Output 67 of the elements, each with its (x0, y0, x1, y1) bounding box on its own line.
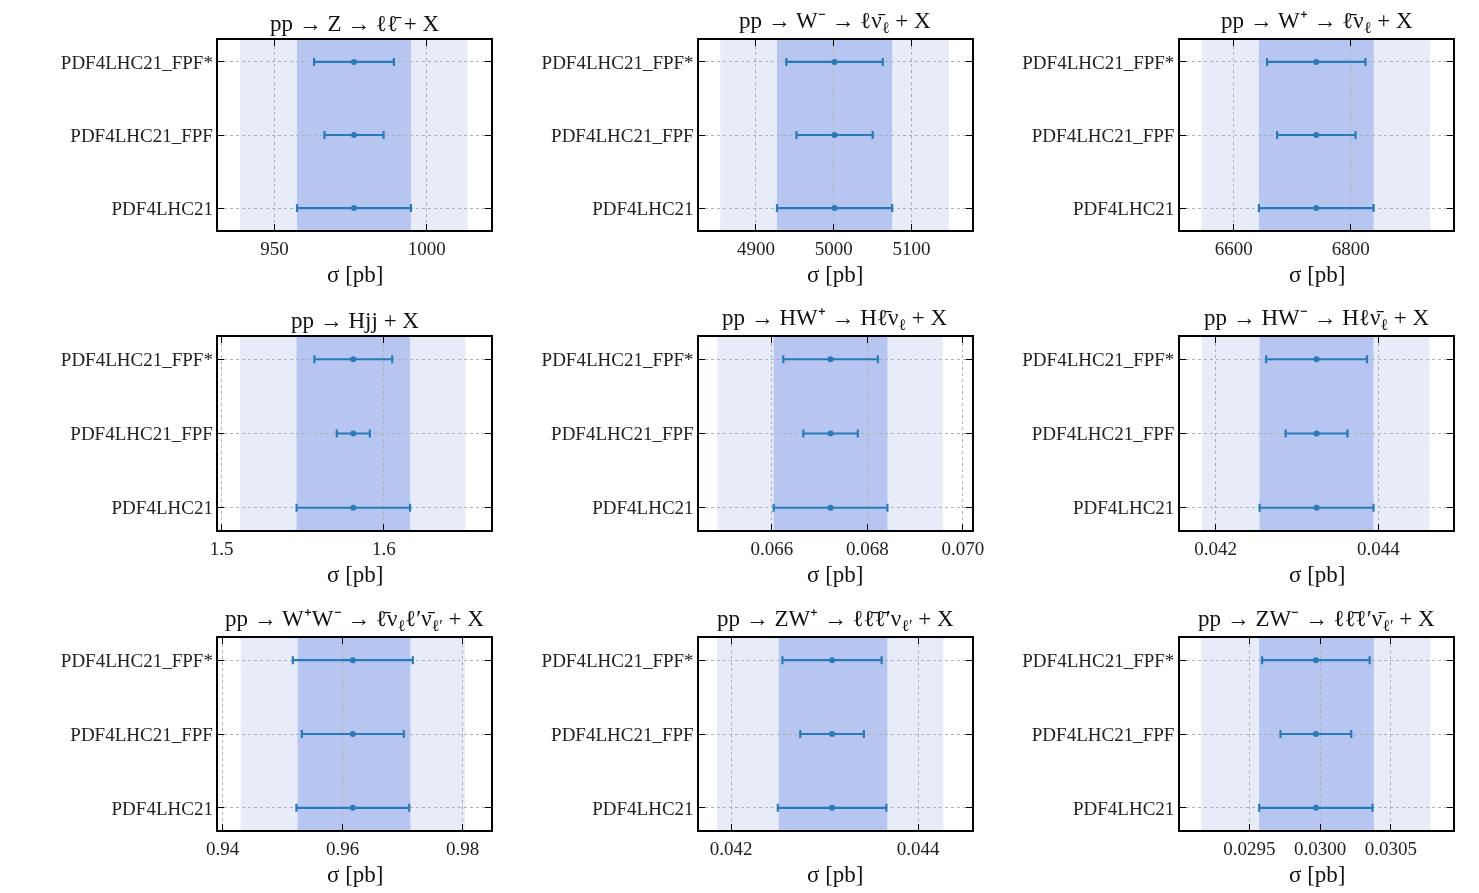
y-tick-label: PDF4LHC21_FPF (1031, 124, 1175, 146)
y-tick-label: PDF4LHC21_FPF* (541, 51, 694, 73)
x-tick-label: 5000 (814, 237, 853, 259)
y-tick-label: PDF4LHC21_FPF (70, 423, 213, 445)
x-tick-label: 0.070 (941, 537, 985, 559)
y-tick-label: PDF4LHC21_FPF* (60, 649, 213, 671)
x-tick-label: 0.042 (1194, 537, 1238, 559)
x-axis-title: σ [pb] (807, 862, 864, 887)
y-tick-label: PDF4LHC21_FPF* (541, 649, 694, 671)
y-tick-label: PDF4LHC21_FPF (1031, 723, 1175, 745)
y-tick-label: PDF4LHC21_FPF (551, 124, 694, 146)
y-tick-label: PDF4LHC21_FPF* (1022, 348, 1175, 370)
x-tick-label: 950 (260, 237, 289, 259)
chart-title: pp → HW⁻ → Hℓν̄$_{ℓ}$ + X (1204, 305, 1430, 333)
x-axis-title: σ [pb] (1289, 262, 1346, 287)
y-tick-label: PDF4LHC21_FPF (70, 723, 213, 745)
x-tick-label: 0.044 (896, 837, 941, 859)
x-tick-label: 0.066 (750, 537, 794, 559)
x-axis-title: σ [pb] (327, 862, 384, 887)
y-tick-label: PDF4LHC21 (1073, 197, 1175, 219)
x-tick-label: 1.5 (209, 537, 234, 559)
y-tick-label: PDF4LHC21_FPF* (1022, 51, 1175, 73)
chart-title: pp → HW⁺ → Hℓ̄ν$_{ℓ}$ + X (722, 305, 948, 333)
x-tick-label: 0.98 (445, 837, 480, 859)
chart-title: pp → Hjj + X (291, 308, 420, 333)
x-tick-label: 5100 (892, 237, 931, 259)
x-tick-label: 0.044 (1357, 537, 1401, 559)
y-tick-label: PDF4LHC21 (111, 497, 213, 519)
x-axis-title: σ [pb] (1289, 862, 1346, 887)
y-tick-label: PDF4LHC21_FPF (1031, 423, 1175, 445)
y-tick-label: PDF4LHC21 (592, 497, 694, 519)
y-tick-label: PDF4LHC21 (592, 797, 694, 819)
y-tick-label: PDF4LHC21_FPF* (60, 51, 213, 73)
y-tick-label: PDF4LHC21_FPF* (1022, 649, 1175, 671)
y-tick-label: PDF4LHC21 (592, 197, 694, 219)
x-tick-label: 0.0295 (1223, 837, 1276, 859)
chart-title: pp → W⁺W⁻ → ℓ̄ν$_{ℓ}$ℓ′ν̄$_{ℓ′}$ + X (225, 606, 485, 634)
y-tick-label: PDF4LHC21 (1073, 797, 1175, 819)
x-tick-label: 0.068 (845, 537, 889, 559)
x-tick-label: 0.0305 (1364, 837, 1418, 859)
y-tick-label: PDF4LHC21 (111, 797, 213, 819)
x-tick-label: 0.94 (206, 837, 240, 859)
y-tick-label: PDF4LHC21 (1073, 497, 1175, 519)
x-axis-title: σ [pb] (327, 562, 384, 587)
x-axis-title: σ [pb] (807, 262, 864, 287)
y-tick-label: PDF4LHC21_FPF* (541, 348, 694, 370)
chart-title: pp → ZW⁺ → ℓℓ̄ℓ̄′ν$_{ℓ′}$ + X (717, 606, 954, 634)
x-tick-label: 0.0300 (1293, 837, 1347, 859)
x-tick-label: 0.96 (325, 837, 360, 859)
x-tick-label: 1000 (407, 237, 446, 259)
chart-title: pp → W⁺ → ℓ̄ν$_{ℓ}$ + X (1221, 8, 1413, 36)
x-tick-label: 6800 (1331, 237, 1370, 259)
x-axis-title: σ [pb] (807, 562, 864, 587)
x-tick-label: 6600 (1214, 237, 1253, 259)
x-axis-title: σ [pb] (327, 262, 384, 287)
x-tick-label: 0.042 (709, 837, 753, 859)
y-tick-label: PDF4LHC21_FPF (70, 124, 213, 146)
x-axis-title: σ [pb] (1289, 562, 1346, 587)
chart-title: pp → ZW⁻ → ℓℓ̄ℓ′ν̄$_{ℓ′}$ + X (1198, 606, 1435, 634)
y-tick-label: PDF4LHC21_FPF (551, 723, 694, 745)
chart-title: pp → W⁻ → ℓν̄$_{ℓ}$ + X (739, 8, 931, 36)
chart-title: pp → Z → ℓℓ̄ + X (270, 11, 440, 36)
x-tick-label: 1.6 (371, 537, 396, 559)
y-tick-label: PDF4LHC21 (111, 197, 213, 219)
x-tick-label: 4900 (736, 237, 775, 259)
y-tick-label: PDF4LHC21_FPF* (60, 348, 213, 370)
y-tick-label: PDF4LHC21_FPF (551, 423, 694, 445)
